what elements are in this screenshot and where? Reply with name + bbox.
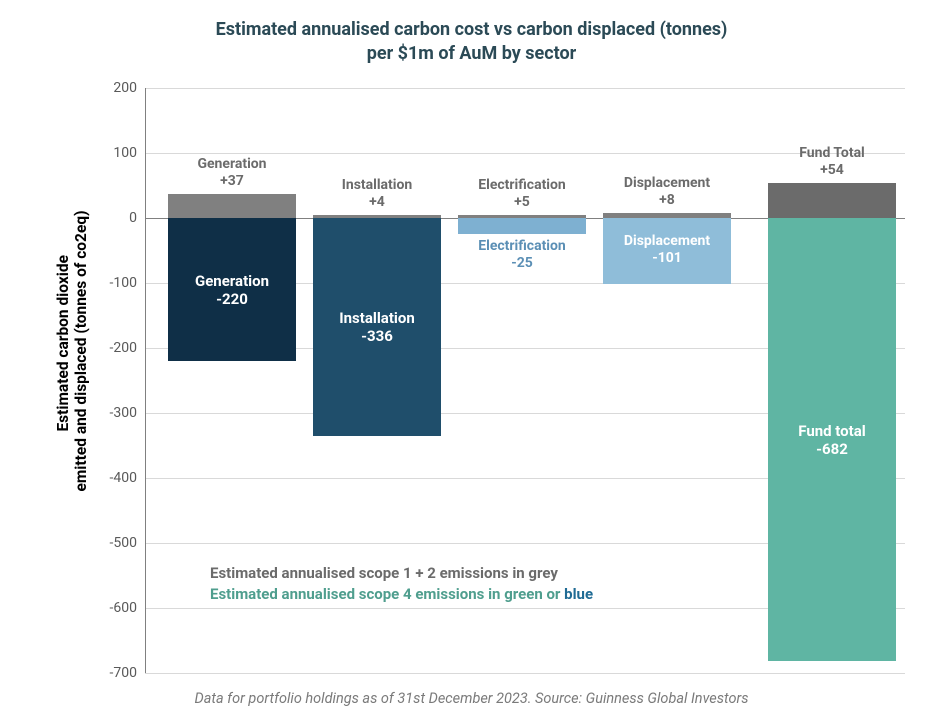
y-axis-label: Estimated carbon dioxide emitted and dis… bbox=[36, 117, 108, 585]
y-tick-label: 200 bbox=[113, 80, 145, 96]
bar-label-generation_neg: Generation-220 bbox=[162, 272, 302, 308]
y-tick-label: -200 bbox=[110, 340, 145, 356]
bar-electrification_neg bbox=[458, 218, 586, 234]
y-tick-label: -500 bbox=[110, 535, 145, 551]
bar-label-installation_pos: Installation+4 bbox=[307, 177, 447, 211]
legend-line2: Estimated annualised scope 4 emissions i… bbox=[210, 584, 593, 605]
bar-label-displacement_pos: Displacement+8 bbox=[597, 175, 737, 209]
title-line2: per $1m of AuM by sector bbox=[367, 43, 577, 64]
y-tick-label: -600 bbox=[110, 600, 145, 616]
gridline bbox=[145, 88, 905, 89]
bar-label-displacement_neg: Displacement-101 bbox=[597, 233, 737, 267]
bar-generation_pos bbox=[168, 194, 296, 218]
legend: Estimated annualised scope 1 + 2 emissio… bbox=[210, 563, 593, 605]
y-tick-label: 100 bbox=[113, 145, 145, 161]
y-tick-label: -100 bbox=[110, 275, 145, 291]
legend-blue-word: blue bbox=[564, 585, 593, 603]
ylabel-line2: emitted and displaced (tonnes of co2eq) bbox=[72, 211, 90, 492]
bar-label-installation_neg: Installation-336 bbox=[307, 309, 447, 345]
bar-label-fundtotal_pos: Fund Total+54 bbox=[762, 145, 902, 179]
y-tick-label: -300 bbox=[110, 405, 145, 421]
plot-area: -700-600-500-400-300-200-1000100200Gener… bbox=[145, 88, 905, 673]
bar-label-electrification_neg: Electrification-25 bbox=[452, 238, 592, 272]
y-axis bbox=[145, 88, 146, 673]
title-line1: Estimated annualised carbon cost vs carb… bbox=[216, 19, 728, 40]
bar-fundtotal_pos bbox=[768, 183, 896, 218]
y-tick-label: -700 bbox=[110, 665, 145, 681]
legend-line1: Estimated annualised scope 1 + 2 emissio… bbox=[210, 563, 593, 584]
footnote: Data for portfolio holdings as of 31st D… bbox=[0, 690, 943, 707]
bar-label-fundtotal_neg: Fund total-682 bbox=[762, 422, 902, 458]
gridline bbox=[145, 673, 905, 674]
y-tick-label: 0 bbox=[129, 210, 145, 226]
bar-label-electrification_pos: Electrification+5 bbox=[452, 177, 592, 211]
chart-title: Estimated annualised carbon cost vs carb… bbox=[0, 18, 943, 67]
ylabel-line1: Estimated carbon dioxide bbox=[54, 255, 72, 432]
chart-container: Estimated annualised carbon cost vs carb… bbox=[0, 0, 943, 719]
bar-label-generation_pos: Generation+37 bbox=[162, 156, 302, 190]
y-tick-label: -400 bbox=[110, 470, 145, 486]
